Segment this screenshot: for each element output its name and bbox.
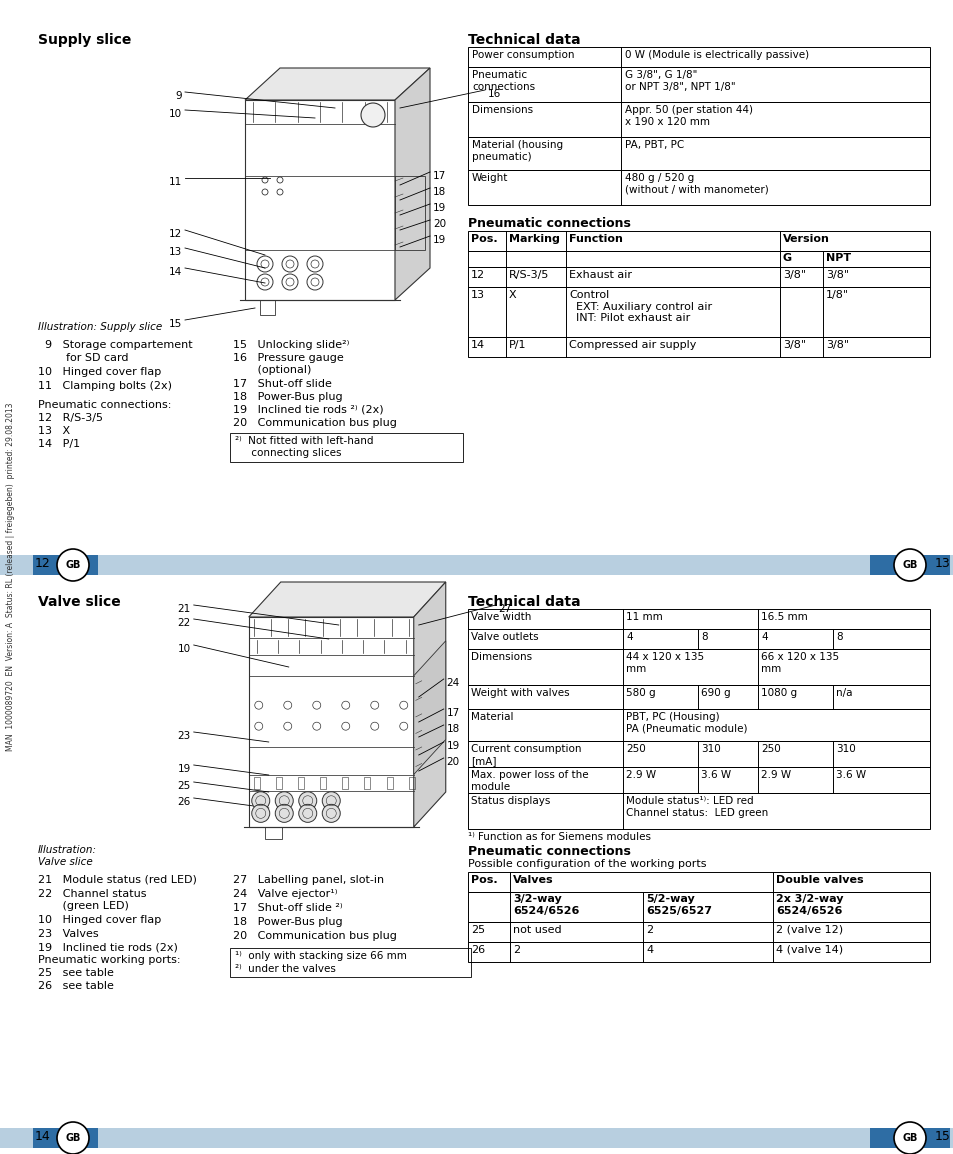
Text: ²⁾  Not fitted with left-hand: ²⁾ Not fitted with left-hand <box>234 436 374 445</box>
Text: Max. power loss of the
module: Max. power loss of the module <box>471 770 588 792</box>
Text: Valve outlets: Valve outlets <box>471 632 538 642</box>
Text: Weight: Weight <box>472 173 508 183</box>
Text: 10: 10 <box>177 644 191 654</box>
Text: connecting slices: connecting slices <box>234 448 341 458</box>
Bar <box>468 609 929 629</box>
Text: ¹⁾  only with stacking size 66 mm: ¹⁾ only with stacking size 66 mm <box>234 951 406 961</box>
Text: 3.6 W: 3.6 W <box>700 770 730 780</box>
Text: 16: 16 <box>488 89 500 99</box>
Text: Pneumatic working ports:: Pneumatic working ports: <box>38 956 180 965</box>
Text: 26: 26 <box>471 945 485 956</box>
Text: 17: 17 <box>433 171 446 181</box>
Text: 19: 19 <box>177 764 191 774</box>
Text: (green LED): (green LED) <box>38 901 129 911</box>
Bar <box>245 100 395 300</box>
Text: 14: 14 <box>35 1130 51 1142</box>
Bar <box>342 777 348 789</box>
Text: 20   Communication bus plug: 20 Communication bus plug <box>233 418 396 428</box>
Text: 20   Communication bus plug: 20 Communication bus plug <box>233 931 396 941</box>
Text: 13: 13 <box>934 557 950 570</box>
Text: 21   Module status (red LED): 21 Module status (red LED) <box>38 875 196 885</box>
Text: Possible configuration of the working ports: Possible configuration of the working po… <box>468 859 706 869</box>
Text: (optional): (optional) <box>233 365 311 375</box>
Text: 19: 19 <box>433 235 446 245</box>
Text: 9: 9 <box>175 91 182 102</box>
Text: Pos.: Pos. <box>471 875 497 885</box>
Text: ¹⁾ Function as for Siemens modules: ¹⁾ Function as for Siemens modules <box>468 832 650 842</box>
Text: P/1: P/1 <box>509 340 526 350</box>
Text: Compressed air supply: Compressed air supply <box>568 340 696 350</box>
Circle shape <box>275 804 293 823</box>
Text: 4 (valve 14): 4 (valve 14) <box>775 945 842 956</box>
Bar <box>468 685 929 709</box>
Text: Appr. 50 (per station 44)
x 190 x 120 mm: Appr. 50 (per station 44) x 190 x 120 mm <box>624 105 752 127</box>
Text: 19   Inclined tie rods ²⁾ (2x): 19 Inclined tie rods ²⁾ (2x) <box>233 405 383 415</box>
Text: 10: 10 <box>169 108 182 119</box>
Circle shape <box>252 804 270 823</box>
Text: 10   Hinged cover flap: 10 Hinged cover flap <box>38 915 161 926</box>
Text: Control
  EXT: Auxiliary control air
  INT: Pilot exhaust air: Control EXT: Auxiliary control air INT: … <box>568 290 711 323</box>
Bar <box>230 947 471 977</box>
Text: 11   Clamping bolts (2x): 11 Clamping bolts (2x) <box>38 381 172 391</box>
Polygon shape <box>395 68 430 300</box>
Text: Technical data: Technical data <box>468 33 580 47</box>
Text: 66 x 120 x 135
mm: 66 x 120 x 135 mm <box>760 652 839 674</box>
Text: 26: 26 <box>177 797 191 807</box>
Text: Double valves: Double valves <box>775 875 862 885</box>
Text: 2: 2 <box>513 945 519 956</box>
Text: GB: GB <box>65 1133 81 1142</box>
Bar <box>230 433 462 462</box>
Polygon shape <box>414 640 445 774</box>
Bar <box>260 300 274 315</box>
Text: 310: 310 <box>700 744 720 754</box>
Circle shape <box>298 792 316 810</box>
Polygon shape <box>414 582 445 827</box>
Text: 24: 24 <box>446 679 459 688</box>
Bar <box>0 555 953 575</box>
Text: 26   see table: 26 see table <box>38 981 113 991</box>
Text: X: X <box>509 290 517 300</box>
Bar <box>468 170 929 205</box>
Bar <box>468 767 929 793</box>
Text: MAN  1000089720  EN  Version: A  Status: RL (released | freigegeben)  printed: 2: MAN 1000089720 EN Version: A Status: RL … <box>7 403 15 751</box>
Text: 1/8": 1/8" <box>825 290 848 300</box>
Circle shape <box>360 103 385 127</box>
Text: Weight with valves: Weight with valves <box>471 688 569 698</box>
Text: 18: 18 <box>446 724 459 734</box>
Text: 4: 4 <box>625 632 632 642</box>
Text: 0 W (Module is electrically passive): 0 W (Module is electrically passive) <box>624 50 808 60</box>
Text: 8: 8 <box>835 632 841 642</box>
Text: 2 (valve 12): 2 (valve 12) <box>775 926 842 935</box>
Text: 20: 20 <box>446 757 459 767</box>
Text: G: G <box>782 253 791 263</box>
Circle shape <box>893 549 925 580</box>
Circle shape <box>322 792 340 810</box>
Text: 3/8": 3/8" <box>782 270 805 280</box>
Text: not used: not used <box>513 926 561 935</box>
Bar <box>386 777 393 789</box>
Text: Valves: Valves <box>513 875 553 885</box>
Text: Material (housing
pneumatic): Material (housing pneumatic) <box>472 140 562 162</box>
Text: Pneumatic connections: Pneumatic connections <box>468 217 630 230</box>
Text: Status displays: Status displays <box>471 796 550 805</box>
Text: 17   Shut-off slide ²⁾: 17 Shut-off slide ²⁾ <box>233 902 342 913</box>
Text: Function: Function <box>568 234 622 243</box>
Text: GB: GB <box>902 1133 917 1142</box>
Text: Pneumatic connections: Pneumatic connections <box>468 845 630 859</box>
Text: 44 x 120 x 135
mm: 44 x 120 x 135 mm <box>625 652 703 674</box>
Bar <box>468 67 929 102</box>
Polygon shape <box>245 68 430 100</box>
Bar <box>468 287 929 337</box>
Text: Marking: Marking <box>509 234 559 243</box>
Text: 23: 23 <box>177 730 191 741</box>
Bar <box>468 252 929 267</box>
Bar <box>468 709 929 741</box>
Text: 25   see table: 25 see table <box>38 968 113 977</box>
Text: 25: 25 <box>177 781 191 790</box>
Text: 3/8": 3/8" <box>825 340 848 350</box>
Text: 19: 19 <box>446 741 459 751</box>
Text: 1080 g: 1080 g <box>760 688 797 698</box>
Text: 18   Power-Bus plug: 18 Power-Bus plug <box>233 917 342 927</box>
Text: Version: Version <box>782 234 829 243</box>
Circle shape <box>298 804 316 823</box>
